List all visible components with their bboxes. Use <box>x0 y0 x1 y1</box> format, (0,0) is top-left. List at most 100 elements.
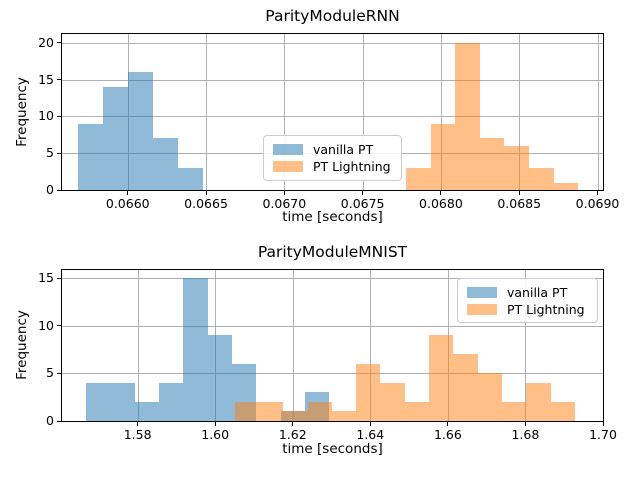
y-tick-mark <box>57 189 61 191</box>
x-tick-mark <box>137 422 139 426</box>
histogram-bar <box>307 401 332 421</box>
histogram-bar <box>153 138 179 190</box>
x-tick-mark <box>283 191 285 195</box>
histogram-bar <box>283 411 308 421</box>
x-tick-label: 1.66 <box>433 427 462 442</box>
histogram-bar <box>77 123 104 190</box>
y-tick-label: 10 <box>38 317 54 333</box>
x-tick-label: 0.0665 <box>184 196 228 211</box>
histogram-bar <box>502 401 527 421</box>
x-tick-mark <box>518 191 520 195</box>
histogram-bar <box>128 72 154 190</box>
x-tick-mark <box>214 422 216 426</box>
histogram-bar <box>526 382 551 421</box>
y-tick-mark <box>57 277 61 279</box>
histogram-bar <box>479 138 505 190</box>
histogram-bar <box>110 382 135 421</box>
y-tick-mark <box>57 372 61 374</box>
x-tick-mark <box>127 191 129 195</box>
gridline <box>62 116 603 118</box>
gridline <box>284 34 286 190</box>
y-tick-label: 0 <box>46 413 54 428</box>
histogram-bar <box>477 373 503 421</box>
gridline <box>440 34 442 190</box>
gridline <box>519 34 521 190</box>
gridline <box>597 34 599 190</box>
plot-area-mnist: 1.58 1.60 1.62 1.64 1.66 1.68 1.70 0 5 10 15 <box>38 269 617 442</box>
x-tick-label: 0.0675 <box>340 196 385 211</box>
gridline <box>137 270 139 421</box>
x-tick-mark <box>447 422 449 426</box>
x-tick-mark <box>369 422 371 426</box>
chart-title-rnn: ParityModuleRNN <box>265 7 400 25</box>
gridline <box>525 270 527 421</box>
histogram-bar <box>178 167 204 190</box>
histogram-bar <box>331 411 357 421</box>
chart-title-mnist: ParityModuleMNIST <box>257 243 408 261</box>
x-tick-mark <box>597 191 599 195</box>
x-tick-mark <box>440 191 442 195</box>
histogram-bar <box>429 335 454 421</box>
y-tick-mark <box>57 115 61 117</box>
gridline <box>62 373 603 375</box>
y-tick-label: 15 <box>38 270 54 285</box>
legend-entry-pt-lightning: PT Lightning <box>273 158 392 175</box>
x-tick-label: 1.58 <box>123 427 152 442</box>
x-tick-label: 1.62 <box>278 427 307 442</box>
histogram-bar <box>380 382 405 421</box>
x-tick-label: 0.0690 <box>575 196 620 211</box>
x-tick-label: 0.0685 <box>497 196 542 211</box>
gridline <box>62 278 603 279</box>
histogram-bar <box>553 182 579 190</box>
x-tick-label: 0.0660 <box>105 196 150 211</box>
histogram-bar <box>103 86 129 190</box>
y-tick-label: 5 <box>46 365 54 381</box>
x-tick-mark <box>524 422 526 426</box>
y-tick-label: 20 <box>38 34 54 50</box>
histogram-bar <box>550 401 575 421</box>
x-tick-mark <box>205 191 207 195</box>
y-tick-label: 5 <box>46 145 54 161</box>
histogram-bar <box>528 167 554 190</box>
y-tick-mark <box>57 325 61 327</box>
gridline <box>62 325 603 327</box>
x-tick-label: 1.60 <box>201 427 230 442</box>
legend-entry-vanilla-pt: vanilla PT <box>273 141 392 158</box>
legend-mnist: vanilla PT PT Lightning <box>457 278 598 323</box>
x-tick-mark <box>602 422 604 426</box>
x-tick-label: 0.0670 <box>262 196 307 211</box>
y-tick-label: 10 <box>38 108 54 124</box>
legend-swatch-vanilla-pt <box>467 287 497 298</box>
legend-swatch-pt-lightning <box>467 304 497 315</box>
x-tick-label: 1.70 <box>589 427 617 442</box>
x-tick-label: 0.0680 <box>419 196 463 211</box>
y-tick-mark <box>57 152 61 154</box>
x-tick-mark <box>292 422 294 426</box>
gridline <box>362 34 364 190</box>
gridline <box>62 79 603 81</box>
histogram-bar <box>356 363 381 421</box>
legend-entry-vanilla-pt: vanilla PT <box>467 284 588 301</box>
gridline <box>292 270 294 421</box>
legend-label-pt-lightning: PT Lightning <box>507 302 585 317</box>
histogram-bar <box>207 335 233 421</box>
legend-label-pt-lightning: PT Lightning <box>313 159 391 174</box>
legend-rnn: vanilla PT PT Lightning <box>263 135 402 181</box>
gridline <box>206 34 208 190</box>
gridline <box>370 270 372 421</box>
legend-swatch-vanilla-pt <box>273 144 303 155</box>
legend-swatch-pt-lightning <box>273 161 303 172</box>
histogram-bar <box>504 145 529 190</box>
y-tick-label: 0 <box>46 182 54 197</box>
histogram-bar <box>234 401 259 421</box>
histogram-bar <box>183 278 208 421</box>
histogram-bar <box>134 401 160 421</box>
histogram-bar <box>86 382 111 421</box>
x-axis-label-mnist: time [seconds] <box>282 441 383 457</box>
histogram-bar <box>258 401 284 421</box>
y-tick-mark <box>57 79 61 81</box>
x-tick-label: 1.64 <box>356 427 385 442</box>
histogram-bar <box>406 167 431 190</box>
y-tick-mark <box>57 420 61 422</box>
